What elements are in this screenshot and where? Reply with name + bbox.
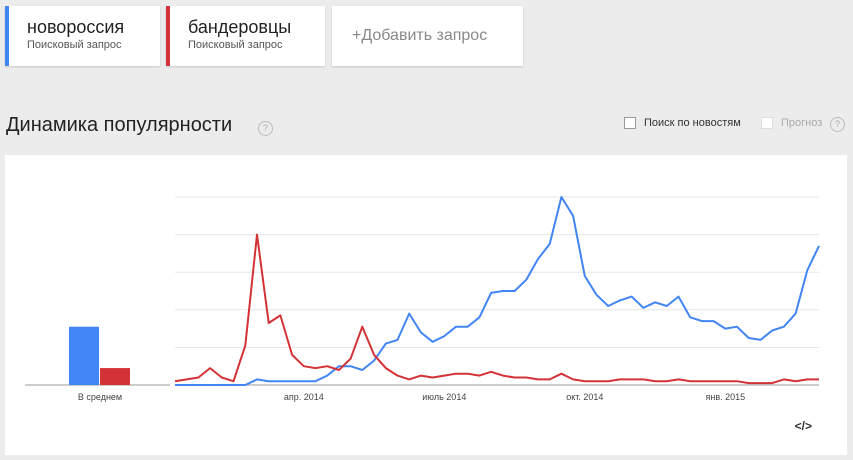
news-search-option[interactable]: Поиск по новостям — [624, 117, 741, 129]
query-term-sublabel: Поисковый запрос — [188, 39, 283, 51]
query-term-sublabel: Поисковый запрос — [27, 39, 122, 51]
average-label: В среднем — [78, 392, 122, 402]
query-term-label: новороссия — [27, 17, 125, 37]
x-tick-label: июль 2014 — [422, 392, 466, 402]
help-icon[interactable]: ? — [830, 117, 845, 132]
chart-panel: В среднем апр. 2014 июль 2014 окт. 2014 янв… — [5, 155, 847, 455]
help-icon[interactable]: ? — [258, 121, 273, 136]
query-term-label: бандеровцы — [188, 17, 292, 37]
chart-grid — [175, 196, 819, 386]
forecast-checkbox — [761, 117, 773, 129]
average-bar — [100, 368, 130, 385]
x-axis-ticks: апр. 2014 июль 2014 окт. 2014 янв. 2015 — [284, 392, 745, 402]
news-search-checkbox[interactable] — [624, 117, 636, 129]
news-search-label: Поиск по новостям — [644, 117, 741, 129]
x-tick-label: окт. 2014 — [566, 392, 603, 402]
add-query-button[interactable]: +Добавить запрос — [332, 6, 523, 66]
section-title: Динамика популярности — [6, 114, 233, 136]
series-line — [174, 233, 819, 385]
trend-chart: В среднем апр. 2014 июль 2014 окт. 2014 янв… — [25, 196, 820, 402]
x-tick-label: янв. 2015 — [705, 392, 745, 402]
forecast-option: Прогноз — [761, 117, 822, 129]
series-line — [175, 196, 820, 386]
query-card-1[interactable]: новороссия Поисковый запрос — [5, 6, 160, 66]
average-chart: В среднем — [25, 326, 170, 402]
embed-code-icon[interactable]: </> — [794, 419, 812, 433]
chart-lines — [174, 196, 820, 386]
query-card-2[interactable]: бандеровцы Поисковый запрос — [166, 6, 325, 66]
forecast-label: Прогноз — [781, 117, 823, 129]
add-query-label: +Добавить запрос — [352, 27, 488, 44]
average-bar — [69, 326, 99, 385]
x-tick-label: апр. 2014 — [284, 392, 324, 402]
